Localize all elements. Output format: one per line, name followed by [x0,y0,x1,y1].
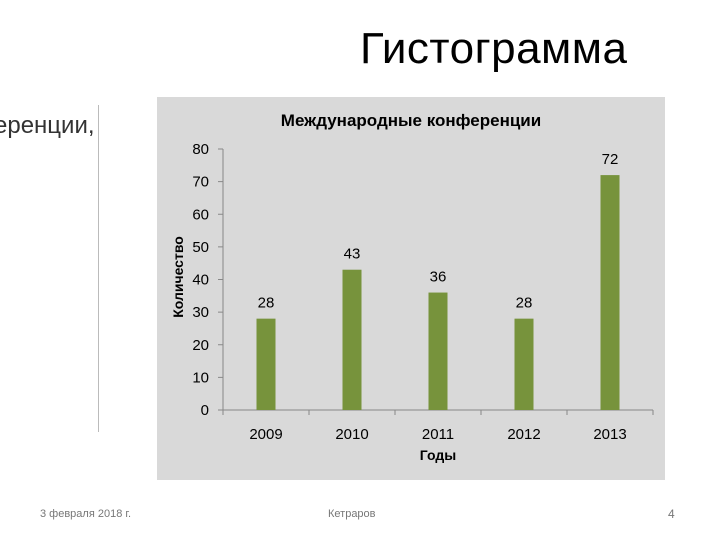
partial-text: еренции, [0,112,95,139]
y-tick-label: 60 [192,206,209,223]
x-category-label: 2011 [422,426,454,443]
x-category-label: 2009 [249,426,282,443]
y-tick-label: 50 [192,239,209,256]
data-label: 72 [602,151,619,168]
footer-date: 3 февраля 2018 г. [40,508,132,520]
y-tick-label: 20 [192,337,209,354]
data-label: 43 [344,246,361,263]
page-number: 4 [668,507,675,521]
bar [256,318,276,410]
left-text-panel [0,105,99,432]
x-axis-label: Годы [420,447,456,463]
data-label: 28 [258,295,275,312]
x-category-label: 2013 [593,426,626,443]
y-tick-label: 10 [192,369,209,386]
bar [428,292,448,410]
data-label: 28 [516,295,533,312]
y-tick-label: 40 [192,272,209,289]
bar-chart: Международные конференции Количество Год… [170,111,654,463]
footer-author: Кетраров [328,508,376,520]
y-tick-label: 0 [201,402,209,419]
y-tick-label: 80 [192,141,209,158]
y-axis-label: Количество [170,236,186,318]
y-tick-label: 70 [192,174,209,191]
y-tick-label: 30 [192,304,209,321]
slide-title: Гистограмма [360,24,628,73]
bar [514,318,534,410]
x-category-label: 2012 [507,426,540,443]
chart-title: Международные конференции [281,111,541,130]
data-label: 36 [430,269,447,286]
chart-area: Международные конференции Количество Год… [157,97,665,480]
bar [600,175,620,410]
bar [342,269,362,410]
x-category-label: 2010 [335,426,368,443]
